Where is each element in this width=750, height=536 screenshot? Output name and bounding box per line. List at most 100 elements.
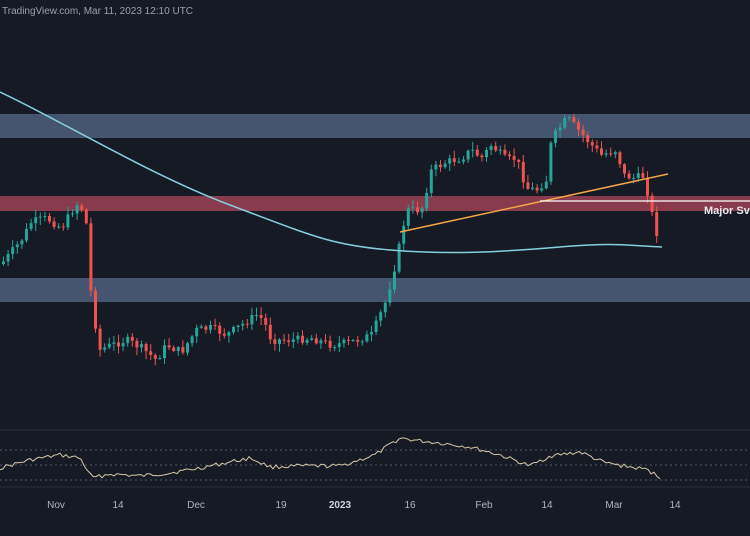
candle-body-26 xyxy=(121,343,125,347)
candle-body-73 xyxy=(337,343,341,348)
candle-body-1 xyxy=(6,254,10,262)
candle-body-74 xyxy=(342,339,346,344)
candle-body-27 xyxy=(126,336,130,344)
candle-body-9 xyxy=(43,215,47,217)
candle-body-119 xyxy=(549,142,553,182)
candle-body-49 xyxy=(227,332,231,336)
x-tick-label-4: 19 xyxy=(275,500,287,511)
candle-body-62 xyxy=(287,340,291,343)
candle-body-139 xyxy=(641,173,645,178)
candle-body-24 xyxy=(112,342,116,344)
candle-body-31 xyxy=(144,344,148,352)
candle-body-121 xyxy=(558,127,562,131)
candle-body-32 xyxy=(149,351,153,356)
candle-body-104 xyxy=(480,155,484,158)
candle-body-45 xyxy=(209,325,212,330)
candle-body-54 xyxy=(250,315,254,325)
candle-body-41 xyxy=(190,336,194,344)
candle-body-114 xyxy=(526,182,530,189)
candle-body-81 xyxy=(374,320,378,333)
ascending-trendline xyxy=(399,173,669,233)
candle-body-11 xyxy=(52,221,56,227)
candle-body-35 xyxy=(163,345,166,359)
candle-body-126 xyxy=(581,129,585,136)
candle-body-44 xyxy=(204,326,208,330)
candle-body-75 xyxy=(347,339,350,341)
watermark: TradingView.com, Mar 11, 2023 12:10 UTC xyxy=(2,6,194,17)
candle-body-92 xyxy=(425,192,429,209)
rsi-panel xyxy=(0,429,750,481)
candle-body-142 xyxy=(655,212,659,236)
candle-body-69 xyxy=(319,340,323,344)
candle-body-13 xyxy=(61,226,65,228)
major-swing-label: Major Sv xyxy=(704,205,750,217)
candle-body-56 xyxy=(259,314,263,318)
candle-body-0 xyxy=(2,261,5,264)
candle-body-70 xyxy=(324,340,327,342)
candle-body-93 xyxy=(429,169,433,193)
candle-body-116 xyxy=(535,187,539,191)
candle-body-98 xyxy=(452,158,456,162)
candle-body-96 xyxy=(443,163,447,168)
candle-body-123 xyxy=(567,117,571,119)
candle-body-18 xyxy=(84,209,88,224)
zones-layer xyxy=(0,114,750,302)
x-axis: Nov 14 Dec 19 2023 16 Feb 14 Mar 14 xyxy=(0,486,750,511)
candle-body-107 xyxy=(494,146,498,151)
candle-body-103 xyxy=(475,149,479,156)
resistance-zone-2 xyxy=(0,196,750,211)
candle-body-55 xyxy=(255,314,258,316)
candle-body-51 xyxy=(236,325,240,327)
candle-body-47 xyxy=(218,325,222,334)
x-tick-label-9: Mar xyxy=(605,500,623,511)
candle-body-115 xyxy=(531,187,534,189)
x-tick-label-7: Feb xyxy=(475,500,493,511)
candle-body-33 xyxy=(153,355,157,359)
candle-body-118 xyxy=(544,181,548,189)
candle-body-58 xyxy=(268,324,272,340)
candle-body-111 xyxy=(512,156,516,160)
x-tick-label-8: 14 xyxy=(541,500,553,511)
candle-body-30 xyxy=(140,344,143,348)
candle-body-22 xyxy=(103,347,107,350)
candle-body-124 xyxy=(572,117,576,123)
candle-body-117 xyxy=(540,188,544,191)
candle-body-16 xyxy=(75,205,79,214)
moving-average-line xyxy=(0,91,663,254)
candle-body-63 xyxy=(291,339,295,343)
candle-body-77 xyxy=(356,340,360,342)
candle-body-64 xyxy=(296,335,300,340)
candle-body-87 xyxy=(402,225,406,244)
candle-body-42 xyxy=(195,327,199,337)
candle-body-90 xyxy=(416,207,419,213)
candle-body-94 xyxy=(434,164,438,170)
candle-body-108 xyxy=(498,149,502,151)
candle-body-112 xyxy=(517,159,521,162)
candle-body-138 xyxy=(636,173,640,178)
candle-body-95 xyxy=(439,164,442,168)
candle-body-5 xyxy=(25,228,28,241)
candle-body-12 xyxy=(57,226,61,228)
candle-body-88 xyxy=(406,208,410,226)
candle-body-61 xyxy=(282,339,286,341)
candle-body-60 xyxy=(278,339,281,344)
candle-body-53 xyxy=(245,323,249,325)
support-zone-3 xyxy=(0,278,750,302)
candle-body-102 xyxy=(471,149,475,151)
candle-body-71 xyxy=(328,340,332,348)
candle-body-66 xyxy=(305,339,309,343)
candle-body-127 xyxy=(586,135,590,143)
candle-body-50 xyxy=(232,326,235,333)
candle-body-28 xyxy=(130,336,134,341)
candle-body-97 xyxy=(448,158,452,164)
candle-body-21 xyxy=(98,328,102,350)
candle-body-37 xyxy=(172,347,176,352)
candle-body-133 xyxy=(613,152,617,155)
candle-body-120 xyxy=(554,130,557,143)
candle-body-4 xyxy=(20,240,24,245)
candle-body-122 xyxy=(563,118,567,128)
candle-body-134 xyxy=(618,152,622,165)
candle-body-25 xyxy=(117,342,120,347)
